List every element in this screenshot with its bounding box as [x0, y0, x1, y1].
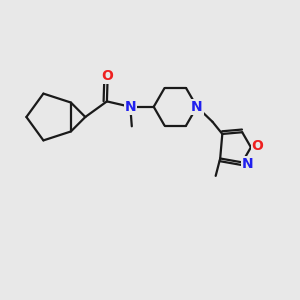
Text: N: N	[191, 100, 203, 114]
Text: O: O	[252, 139, 263, 153]
Text: N: N	[242, 157, 254, 171]
Text: O: O	[102, 69, 113, 83]
Text: N: N	[124, 100, 136, 114]
